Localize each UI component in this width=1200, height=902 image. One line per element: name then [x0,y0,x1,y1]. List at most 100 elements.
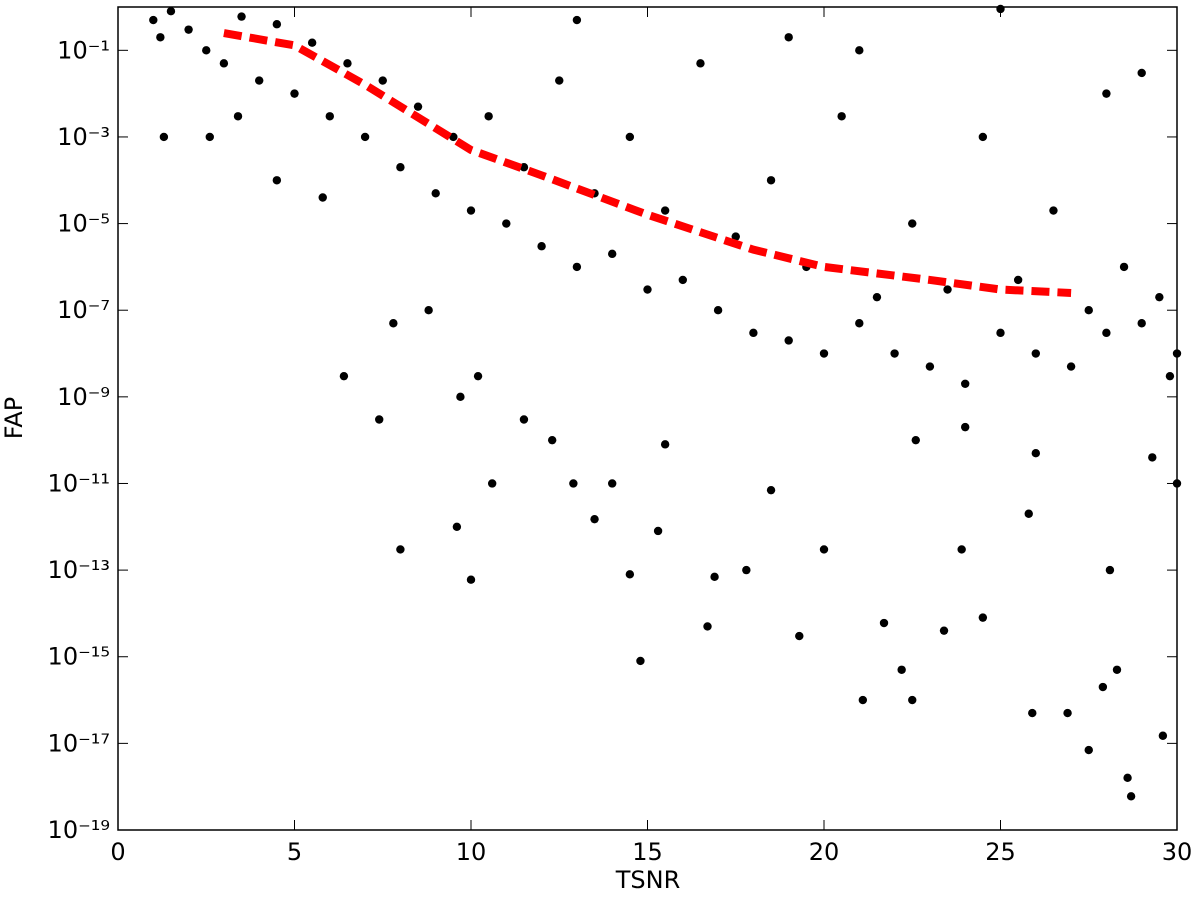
point [378,76,387,85]
point [375,415,384,424]
x-tick-label: 0 [110,838,125,866]
point [456,392,465,402]
x-tick-label: 15 [632,838,663,866]
point [660,206,670,215]
point [1013,275,1023,285]
point [837,112,846,121]
x-axis-label: TSNR [615,866,681,894]
point [233,112,243,121]
point [908,219,917,228]
point [1126,792,1136,801]
point [1084,745,1093,755]
point [339,371,349,381]
point [858,695,868,705]
point [237,12,246,21]
point [766,485,776,495]
point [795,631,804,641]
x-tick-label: 20 [809,838,840,866]
point [625,132,635,142]
point [1066,362,1076,371]
point [166,6,176,16]
point [1024,509,1033,518]
point [307,38,317,47]
point [1084,306,1093,315]
point [636,656,645,666]
point [159,132,169,142]
point [608,249,617,259]
point [431,189,440,198]
point [219,59,229,68]
point [449,132,458,142]
point [1123,773,1132,783]
point [957,545,966,554]
point [1063,708,1072,718]
point [290,89,299,98]
point [731,232,740,241]
point [660,440,670,449]
point [855,319,864,328]
point [502,219,511,228]
point [710,572,719,582]
y-tick-label: 10⁻⁵ [57,210,110,238]
point [749,328,758,338]
point [897,665,906,674]
point [255,76,264,85]
y-tick-label: 10⁻³ [57,123,110,151]
point [784,33,793,42]
point [939,626,949,635]
y-tick-label: 10⁻¹ [57,36,110,64]
point [360,132,370,142]
point [1137,319,1146,328]
point [547,435,557,445]
point [855,46,864,55]
x-tick-label: 5 [287,838,302,866]
point [452,522,462,531]
point [1098,682,1108,692]
point [396,545,405,554]
point [156,33,165,42]
point [537,242,546,251]
y-tick-label: 10⁻⁹ [57,383,110,411]
point [643,285,652,294]
point [519,415,529,424]
point [872,292,882,302]
point [318,193,327,202]
point [325,112,334,121]
point [205,132,214,142]
point [625,570,635,579]
point [1165,371,1175,381]
point [473,371,483,381]
point [1158,731,1168,740]
point [572,262,582,272]
y-tick-label: 10⁻¹³ [48,556,110,584]
point [1137,68,1146,78]
point [1031,448,1041,458]
point [590,514,599,524]
point [1028,708,1037,718]
y-tick-label: 10⁻¹¹ [48,469,110,497]
y-axis-label: FAP [0,397,28,440]
point [696,59,705,68]
point [879,618,889,628]
x-tick-label: 10 [456,838,487,866]
point [1119,262,1129,272]
fit-line [223,29,1072,297]
point [184,25,193,34]
point [202,46,211,55]
y-tick-label: 10⁻¹⁹ [48,816,110,844]
point [1155,292,1164,302]
point [911,435,920,445]
point [678,275,687,285]
point [487,479,497,488]
point [572,15,582,25]
point [653,526,663,536]
point [943,285,952,294]
y-tick-label: 10⁻¹⁷ [48,729,110,757]
point [819,545,829,554]
y-tick-label: 10⁻⁷ [57,296,110,324]
point [389,319,398,328]
point [484,112,493,121]
point [413,102,423,111]
point [1102,328,1111,338]
